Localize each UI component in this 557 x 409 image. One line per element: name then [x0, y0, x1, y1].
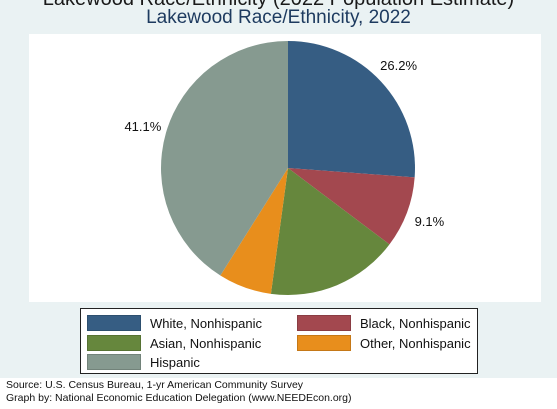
pie-slice-other-nonhispanic — [220, 168, 288, 294]
legend-swatch — [297, 315, 351, 331]
pie-slice-black-nonhispanic — [288, 168, 415, 245]
legend-item: Hispanic — [87, 354, 200, 370]
pie-data-label: 16.9% — [328, 300, 365, 302]
pie-slice-white-nonhispanic — [288, 41, 415, 178]
chart-frame: Lakewood Race/Ethnicity (2022 Population… — [0, 0, 557, 378]
legend-label: Asian, Nonhispanic — [150, 335, 262, 351]
legend-label: Other, Nonhispanic — [360, 335, 471, 351]
legend-item: Asian, Nonhispanic — [87, 335, 261, 351]
legend-item: Other, Nonhispanic — [297, 335, 471, 351]
legend: White, Nonhispanic Black, Nonhispanic Asia… — [80, 308, 478, 374]
chart-title: Lakewood Race/Ethnicity, 2022 — [146, 7, 411, 28]
pie-chart: 26.2%9.1%16.9%6.8%41.1% — [124, 41, 445, 302]
partial-top-text: Lakewood Race/Ethnicity (2022 Population… — [0, 0, 557, 11]
pie-slice-asian-nonhispanic — [270, 168, 390, 296]
legend-swatch — [87, 354, 141, 370]
plot-area: 26.2%9.1%16.9%6.8%41.1% — [29, 34, 541, 302]
pie-data-label: 26.2% — [380, 58, 417, 73]
legend-swatch — [297, 335, 351, 351]
legend-swatch — [87, 315, 141, 331]
source-line: Source: U.S. Census Bureau, 1-yr America… — [6, 379, 304, 391]
legend-label: Black, Nonhispanic — [360, 315, 471, 331]
legend-label: Hispanic — [150, 354, 200, 370]
source-notes: Source: U.S. Census Bureau, 1-yr America… — [6, 379, 352, 405]
legend-item: Black, Nonhispanic — [297, 315, 471, 331]
graph-by-line: Graph by: National Economic Education De… — [6, 392, 352, 404]
pie-slice-hispanic — [161, 41, 288, 276]
pie-data-label: 9.1% — [415, 214, 445, 229]
legend-item: White, Nonhispanic — [87, 315, 262, 331]
legend-swatch — [87, 335, 141, 351]
legend-label: White, Nonhispanic — [150, 315, 262, 331]
pie-data-label: 41.1% — [124, 119, 161, 134]
